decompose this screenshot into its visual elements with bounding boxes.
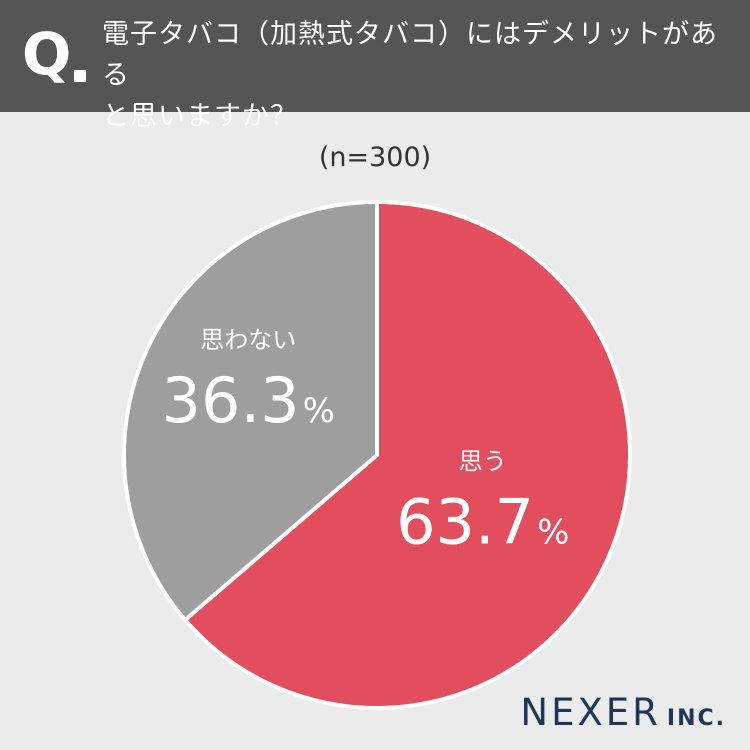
logo-name: NEXER [520, 691, 661, 734]
nexer-logo: NEXER INC. [520, 691, 726, 734]
slice-value-yes: 63.7% [396, 486, 569, 559]
sample-size-label: (n=300) [318, 142, 432, 173]
question-text: 電子タバコ（加熱式タバコ）にはデメリットがある と思いますか？ [102, 19, 718, 132]
pie-slices [122, 200, 632, 710]
question-mark-q: Q [22, 20, 71, 88]
question-mark-dot [74, 70, 86, 82]
question-header: Q 電子タバコ（加熱式タバコ）にはデメリットがある と思いますか？ [0, 0, 750, 132]
pie-slice-no [122, 200, 379, 622]
slice-value-no: 36.3% [162, 364, 335, 437]
pie-slice-yes [183, 200, 632, 710]
logo-suffix: INC. [666, 706, 726, 731]
pie-labels: 思う 63.7% 思わない 36.3% [162, 326, 570, 559]
slice-label-no: 思わない [200, 326, 296, 354]
slice-label-yes: 思う [459, 448, 507, 476]
